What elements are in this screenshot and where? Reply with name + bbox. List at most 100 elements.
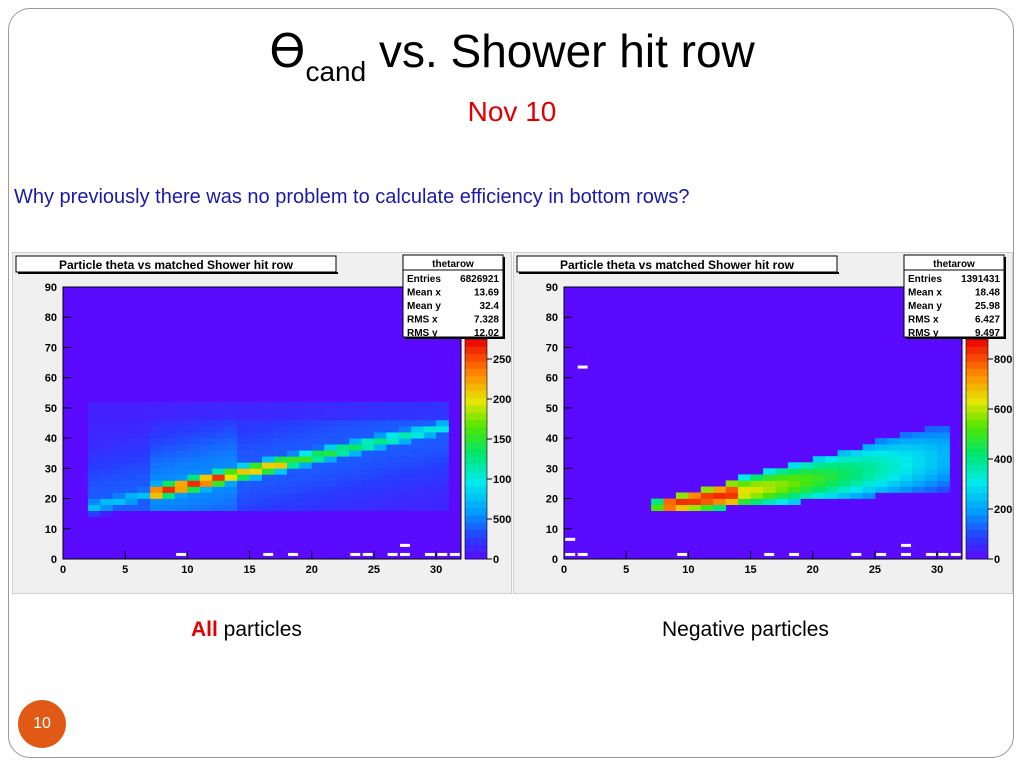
- heatmap-cell: [199, 462, 213, 469]
- heatmap-cell: [423, 480, 437, 487]
- heatmap-cell: [398, 480, 412, 487]
- heatmap-cell: [912, 480, 926, 487]
- heatmap-cell: [887, 462, 901, 469]
- heatmap-cell: [187, 432, 201, 439]
- heatmap-cell: [187, 407, 201, 415]
- heatmap-cell: [262, 456, 275, 463]
- heatmap-cell: [411, 492, 425, 499]
- heatmap-cell: [373, 420, 387, 427]
- heatmap-cell: [899, 480, 913, 487]
- heatmap-cell: [262, 474, 275, 481]
- colour-scale-label: 0: [493, 554, 499, 566]
- colour-scale-step: [966, 390, 988, 399]
- colour-scale-step: [465, 383, 487, 391]
- heatmap-cell: [137, 407, 151, 415]
- heatmap-cell: [137, 486, 151, 493]
- heatmap-cell: [150, 498, 163, 505]
- heatmap-cell: [850, 456, 863, 463]
- heatmap-cell: [137, 413, 151, 421]
- heatmap-cell: [850, 492, 863, 499]
- stats-label: RMS x: [908, 315, 939, 326]
- heatmap-cell: [651, 498, 664, 505]
- heatmap-cell: [212, 480, 226, 487]
- colour-scale: [966, 339, 988, 560]
- sparse-bin: [876, 552, 887, 556]
- heatmap-cell: [336, 492, 350, 499]
- colour-scale-step: [966, 339, 988, 347]
- heatmap-cell: [299, 462, 313, 469]
- heatmap-cell: [299, 426, 313, 433]
- heatmap-cell: [324, 407, 337, 415]
- heatmap-cell: [311, 426, 325, 433]
- heatmap-cell: [398, 407, 412, 415]
- heatmap-cell: [112, 492, 126, 499]
- heatmap-cell: [137, 492, 151, 499]
- y-tick-label: 0: [51, 554, 57, 566]
- heatmap-cell: [373, 432, 387, 439]
- heatmap-cell: [688, 504, 702, 511]
- heatmap-cell: [87, 498, 101, 505]
- heatmap-cell: [150, 456, 163, 463]
- heatmap-cell: [349, 468, 362, 475]
- heatmap-cell: [423, 456, 437, 463]
- colour-scale-step: [465, 361, 487, 369]
- heatmap-cell: [237, 498, 250, 505]
- heatmap-cell: [924, 474, 938, 481]
- heatmap-cell: [187, 492, 201, 499]
- heatmap-cell: [299, 486, 313, 493]
- heatmap-cell: [100, 444, 114, 451]
- heatmap-cell: [436, 444, 449, 451]
- heatmap-cell: [373, 426, 387, 433]
- colour-scale-step: [966, 346, 988, 355]
- heatmap-cell: [336, 480, 350, 487]
- heatmap-cell: [386, 492, 400, 499]
- heatmap-negative-particles: 0 10 20 30 40 50 60 70 80 90 0 5 10 15 20 25 30 0 2000 4000…: [516, 254, 1012, 576]
- sparse-bin: [577, 552, 588, 556]
- heatmap-cell: [887, 450, 901, 457]
- heatmap-cell: [212, 504, 226, 511]
- heatmap-cell: [224, 420, 238, 427]
- heatmap-cell: [436, 462, 449, 469]
- heatmap-cell: [812, 492, 826, 499]
- heatmap-cell: [912, 456, 926, 463]
- heatmap-cell: [274, 492, 288, 499]
- heatmap-cell: [224, 504, 238, 511]
- heatmap-cell: [150, 420, 163, 427]
- heatmap-cell: [436, 420, 449, 427]
- stats-name: thetarow: [933, 259, 975, 270]
- heatmap-cell: [862, 486, 876, 493]
- heatmap-cell: [187, 438, 201, 445]
- heatmap-cell: [262, 498, 275, 505]
- stats-value: 12.02: [474, 328, 499, 339]
- heatmap-cell: [663, 504, 677, 511]
- heatmap-cell: [411, 444, 425, 451]
- heatmap-cell: [361, 432, 375, 439]
- heatmap-cell: [224, 413, 238, 421]
- colour-scale-step: [465, 507, 487, 516]
- heatmap-cell: [299, 456, 313, 463]
- heatmap-cell: [436, 480, 449, 487]
- heatmap-cell: [700, 504, 714, 511]
- heatmap-cell: [887, 444, 901, 451]
- heatmap-cell: [262, 426, 275, 433]
- sparse-bin: [950, 552, 961, 556]
- heatmap-cell: [274, 486, 288, 493]
- heatmap-cell: [162, 420, 176, 427]
- heatmap-cell: [100, 413, 114, 421]
- heatmap-cell: [874, 486, 888, 493]
- heatmap-cell: [237, 401, 250, 409]
- heatmap-cell: [274, 474, 288, 481]
- heatmap-cell: [937, 462, 950, 469]
- heatmap-cell: [436, 468, 449, 475]
- heatmap-cell: [349, 444, 362, 451]
- heatmap-cell: [299, 438, 313, 445]
- heatmap-cell: [800, 462, 814, 469]
- heatmap-cell: [675, 498, 689, 505]
- heatmap-cell: [937, 426, 950, 433]
- heatmap-cell: [237, 486, 250, 493]
- heatmap-cell: [349, 462, 362, 469]
- heatmap-cell: [112, 432, 126, 439]
- heatmap-cell: [162, 462, 176, 469]
- heatmap-cell: [349, 438, 362, 445]
- colour-scale-step: [465, 456, 487, 465]
